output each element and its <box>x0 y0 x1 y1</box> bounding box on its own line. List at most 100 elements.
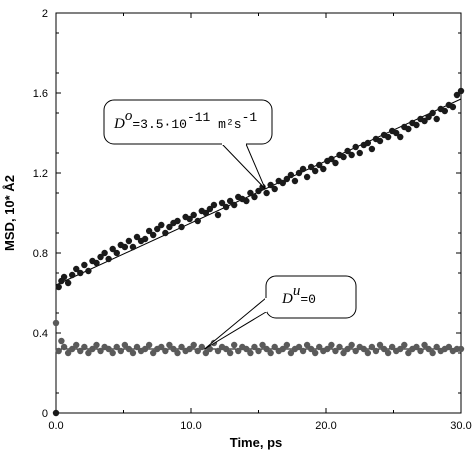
data-point-series-1 <box>360 345 367 353</box>
callout-text-exp: -11 <box>187 110 211 125</box>
data-point-series-1 <box>287 349 295 357</box>
data-point-series-1 <box>150 349 157 357</box>
callout-text-super: o <box>125 108 133 124</box>
data-point-series-0 <box>449 103 457 111</box>
data-point-series-0 <box>64 279 72 287</box>
data-point-series-0 <box>312 167 319 175</box>
data-point-series-1 <box>247 349 254 357</box>
data-point-series-1 <box>312 349 319 357</box>
data-point-series-1 <box>445 343 453 351</box>
data-point-series-0 <box>109 245 116 253</box>
data-point-series-1 <box>125 345 133 353</box>
diffusion-callout-upper: Do=3.5·10-11 m²s-1 <box>103 99 273 190</box>
y-tick-label: 0.8 <box>33 248 48 260</box>
data-point-series-1 <box>251 343 258 351</box>
data-point-series-0 <box>255 187 262 195</box>
data-point-series-0 <box>162 229 169 237</box>
data-point-series-1 <box>214 347 222 355</box>
data-point-series-0 <box>214 211 222 219</box>
data-point-series-0 <box>251 193 258 201</box>
data-point-series-0 <box>267 181 274 189</box>
data-point-series-0 <box>202 209 210 217</box>
x-tick-label: 30.0 <box>450 420 471 432</box>
data-point-series-1 <box>433 343 440 351</box>
data-point-series-0 <box>303 173 311 181</box>
x-tick-label: 20.0 <box>315 420 336 432</box>
data-point-series-1 <box>376 341 384 349</box>
data-point-series-0 <box>231 201 238 209</box>
data-point-series-1 <box>340 349 347 357</box>
data-point-series-1 <box>279 345 286 353</box>
data-point-series-1 <box>457 345 465 353</box>
data-point-series-0 <box>158 221 165 229</box>
data-point-series-0 <box>243 197 250 205</box>
x-tick-label: 10.0 <box>180 420 201 432</box>
data-point-series-0 <box>174 217 181 225</box>
data-point-series-1 <box>259 341 266 349</box>
data-point-series-1 <box>109 349 116 357</box>
data-point-series-1 <box>121 341 129 349</box>
data-point-series-0 <box>283 175 291 183</box>
data-point-series-0 <box>348 151 355 159</box>
data-point-series-0 <box>316 161 323 169</box>
data-point-series-1 <box>145 341 153 349</box>
data-point-series-1 <box>397 345 404 353</box>
data-point-series-0 <box>457 87 465 95</box>
data-point-series-1 <box>55 347 62 355</box>
data-point-series-0 <box>393 129 400 137</box>
data-point-series-0 <box>73 265 80 273</box>
data-point-series-1 <box>97 347 104 355</box>
data-point-series-1 <box>299 347 307 355</box>
data-point-series-0 <box>287 171 295 179</box>
data-point-series-0 <box>291 177 299 185</box>
data-point-series-0 <box>113 249 120 257</box>
data-point-series-0 <box>210 201 218 209</box>
callout-box <box>265 275 357 319</box>
data-point-series-1 <box>222 345 230 353</box>
data-point-series-0 <box>368 145 376 153</box>
data-point-series-0 <box>384 133 392 141</box>
data-point-series-1 <box>348 341 355 349</box>
data-point-series-0 <box>295 169 303 177</box>
data-point-series-1 <box>307 345 315 353</box>
callout-text: Du=0 <box>281 283 316 307</box>
data-point-series-1 <box>81 343 88 351</box>
data-point-series-0 <box>328 155 335 163</box>
data-point-series-1 <box>64 349 72 357</box>
data-point-series-1 <box>405 349 412 357</box>
data-point-series-0 <box>320 165 327 173</box>
callout-text-value: =0 <box>300 292 316 307</box>
data-point-series-0 <box>141 235 149 243</box>
y-tick-label: 2 <box>42 8 48 20</box>
data-point-series-1 <box>190 341 197 349</box>
data-point-series-1 <box>384 349 392 357</box>
data-point-series-0 <box>60 273 68 281</box>
data-point-series-0 <box>150 231 157 239</box>
data-point-series-1 <box>417 347 424 355</box>
data-point-series-1 <box>60 343 68 351</box>
data-point-series-0 <box>186 215 193 223</box>
data-point-series-1 <box>380 345 388 353</box>
data-point-series-0 <box>247 189 254 197</box>
data-points <box>52 87 465 417</box>
callout-text-super: u <box>293 283 301 299</box>
callout-text-unit-exp: -1 <box>242 110 258 125</box>
data-point-series-0 <box>154 225 161 233</box>
y-tick-label: 0.4 <box>33 328 48 340</box>
x-axis-label: Time, ps <box>230 435 283 450</box>
data-point-series-0 <box>425 113 432 121</box>
data-point-series-0 <box>178 223 185 231</box>
data-point-series-1 <box>324 345 331 353</box>
data-point-series-1 <box>295 343 303 351</box>
data-point-series-0 <box>105 255 112 263</box>
data-point-series-1 <box>421 341 428 349</box>
data-point-series-1 <box>198 343 205 351</box>
data-point-series-1 <box>336 343 343 351</box>
data-point-series-1 <box>328 341 335 349</box>
callouts: Do=3.5·10-11 m²s-1 Du=0 <box>103 99 357 350</box>
data-point-series-0 <box>101 249 108 257</box>
x-tick-label: 0.0 <box>48 420 63 432</box>
data-point-series-0 <box>332 159 339 167</box>
y-tick-label: 0 <box>42 408 48 420</box>
data-point-series-0 <box>364 139 372 147</box>
